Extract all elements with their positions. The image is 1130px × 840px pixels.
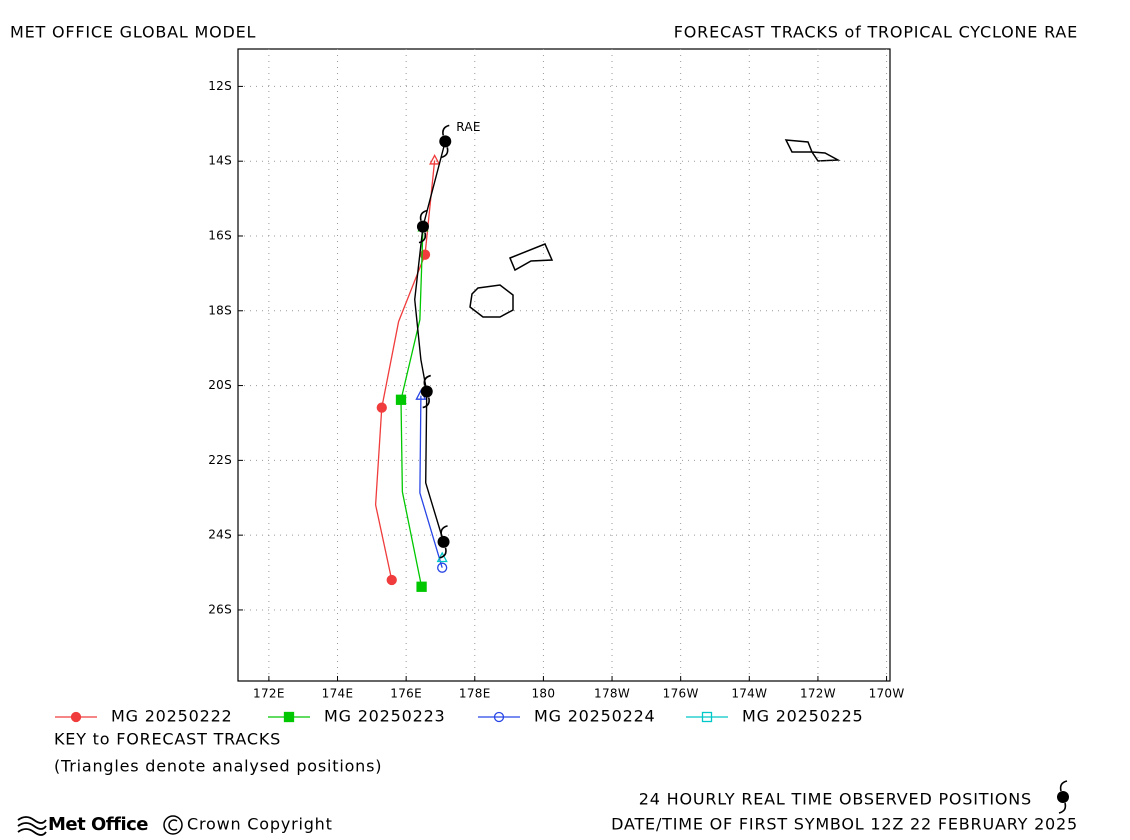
cyclone-arm bbox=[422, 397, 430, 409]
x-tick-label: 170W bbox=[869, 687, 905, 701]
islands bbox=[469, 139, 841, 318]
cyclone-symbol bbox=[439, 124, 452, 159]
observed-note: 24 HOURLY REAL TIME OBSERVED POSITIONS bbox=[639, 790, 1032, 809]
cyclone-symbol bbox=[416, 209, 429, 244]
marker bbox=[376, 402, 387, 413]
forecast-track bbox=[400, 227, 424, 587]
x-tick-label: 172W bbox=[800, 687, 836, 701]
cyclone-symbol bbox=[420, 374, 433, 409]
forecast-track bbox=[374, 160, 436, 581]
cyclone-arm bbox=[1058, 802, 1067, 814]
y-tick-label: 16S bbox=[208, 228, 232, 242]
key-title: KEY to FORECAST TRACKS bbox=[54, 730, 281, 749]
logo-text: Met Office bbox=[48, 814, 148, 835]
marker bbox=[416, 581, 427, 592]
marker bbox=[70, 711, 82, 723]
forecast-track bbox=[419, 395, 443, 568]
cyclone-core bbox=[1057, 791, 1069, 803]
marker bbox=[386, 574, 397, 586]
marker bbox=[283, 711, 295, 723]
header-left: MET OFFICE GLOBAL MODEL bbox=[10, 23, 256, 42]
x-tick-label: 176E bbox=[390, 687, 422, 701]
marker bbox=[701, 711, 713, 723]
met-office-logo: Met Office Crown Copyright bbox=[17, 814, 333, 836]
cyclone-core bbox=[437, 535, 450, 548]
cyclone-arm bbox=[1059, 780, 1068, 792]
datetime: DATE/TIME OF FIRST SYMBOL 12Z 22 FEBRUAR… bbox=[611, 815, 1078, 834]
x-tick-label: 172E bbox=[253, 687, 285, 701]
cyclone-core bbox=[439, 135, 452, 148]
y-tick-label: 18S bbox=[208, 303, 232, 317]
plot-frame bbox=[237, 48, 891, 682]
y-tick-label: 24S bbox=[208, 528, 232, 542]
cyclone-arm bbox=[423, 374, 431, 386]
cyclone-arm bbox=[442, 124, 450, 136]
y-tick-label: 22S bbox=[208, 453, 232, 467]
y-tick-label: 12S bbox=[208, 79, 232, 93]
legend-label: MG 20250223 bbox=[324, 707, 446, 726]
x-tick-label: 174E bbox=[322, 687, 354, 701]
x-tick-label: 178W bbox=[594, 687, 630, 701]
cyclone-symbol bbox=[437, 525, 450, 559]
header-right: FORECAST TRACKS of TROPICAL CYCLONE RAE bbox=[674, 23, 1078, 42]
marker bbox=[429, 154, 441, 165]
y-tick-label: 20S bbox=[208, 378, 232, 392]
y-tick-label: 14S bbox=[208, 154, 232, 168]
marker bbox=[493, 711, 505, 723]
storm-label: RAE bbox=[456, 120, 481, 134]
cyclone-arm bbox=[418, 232, 427, 244]
y-tick-label: 26S bbox=[208, 602, 232, 616]
cyclone-core bbox=[420, 385, 433, 398]
cyclone-core bbox=[416, 220, 429, 233]
legend-label: MG 20250225 bbox=[742, 707, 864, 726]
marker bbox=[437, 562, 448, 573]
cyclone-symbol bbox=[1057, 780, 1069, 814]
legend-label: MG 20250222 bbox=[111, 707, 233, 726]
cyclone-arm bbox=[440, 525, 448, 537]
cyclone-arm bbox=[441, 147, 449, 159]
legend-label: MG 20250224 bbox=[534, 707, 656, 726]
x-tick-label: 178E bbox=[459, 687, 491, 701]
key-note: (Triangles denote analysed positions) bbox=[54, 757, 382, 776]
x-tick-label: 180 bbox=[532, 687, 556, 701]
copyright: Crown Copyright bbox=[187, 815, 333, 834]
x-tick-label: 174W bbox=[731, 687, 767, 701]
x-tick-label: 176W bbox=[663, 687, 699, 701]
cyclone-arm bbox=[439, 547, 447, 559]
cyclone-arm bbox=[419, 209, 428, 221]
observed-track bbox=[414, 141, 446, 543]
marker bbox=[395, 394, 407, 405]
